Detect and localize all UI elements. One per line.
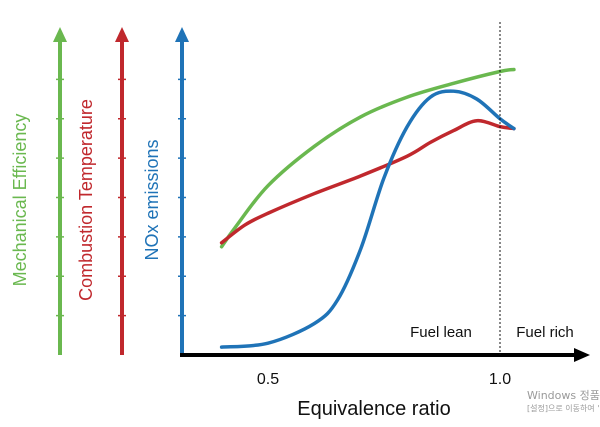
arrow-up-icon — [115, 27, 129, 42]
watermark-line-2: [설정]으로 이동하여 ' — [527, 403, 599, 413]
vertical-axis-2: Combustion Temperature — [76, 27, 129, 355]
series-line-1 — [219, 67, 516, 249]
x-tick-label: 1.0 — [489, 371, 511, 388]
x-axis-title: Equivalence ratio — [297, 398, 450, 420]
x-tick-label: 0.5 — [257, 371, 279, 388]
vertical-axes: Mechanical Efficiency Combustion Temperat… — [10, 27, 189, 355]
y-axis-title: NOx emissions — [142, 139, 162, 260]
arrow-right-icon — [574, 348, 590, 362]
y-axis-title: Combustion Temperature — [76, 99, 96, 301]
vertical-axis-1: Mechanical Efficiency — [10, 27, 67, 355]
arrow-up-icon — [53, 27, 67, 42]
fuel-lean-label: Fuel lean — [410, 324, 472, 341]
series-line-3 — [219, 89, 516, 349]
vertical-axis-3: NOx emissions — [142, 27, 189, 355]
series-line-2 — [219, 118, 516, 245]
y-axis-title: Mechanical Efficiency — [10, 114, 30, 287]
series-layer — [219, 67, 516, 349]
windows-activation-watermark: Windows 정품 ' [설정]으로 이동하여 ' — [527, 389, 600, 413]
watermark-line-1: Windows 정품 ' — [527, 389, 600, 402]
arrow-up-icon — [175, 27, 189, 42]
x-axis: 0.5 1.0 — [180, 348, 590, 388]
fuel-rich-label: Fuel rich — [516, 324, 574, 341]
